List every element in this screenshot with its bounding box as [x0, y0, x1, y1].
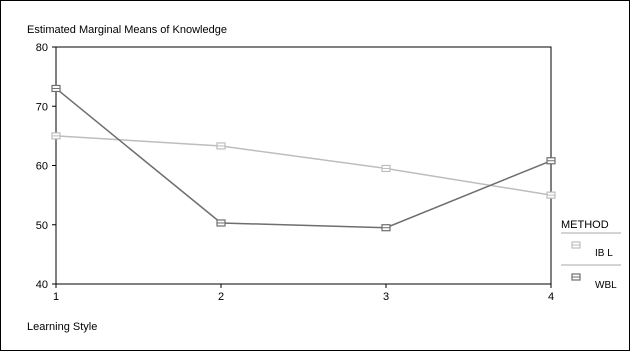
y-tick-label: 50 — [36, 220, 48, 232]
y-tick-label: 70 — [36, 101, 48, 113]
x-tick-label: 2 — [218, 291, 224, 303]
x-axis: 1 2 3 4 — [53, 284, 554, 303]
y-tick-label: 80 — [36, 42, 48, 54]
legend-title: METHOD — [561, 219, 609, 231]
x-tick-label: 1 — [53, 291, 59, 303]
x-tick-label: 4 — [548, 291, 554, 303]
series-line-1 — [55, 135, 552, 196]
chart-title: Estimated Marginal Means of Knowledge — [27, 24, 227, 36]
legend-label: IB L — [595, 248, 613, 259]
legend-label: WBL — [595, 280, 617, 291]
legend: METHOD IB L WBL — [561, 219, 621, 291]
x-tick-label: 3 — [383, 291, 389, 303]
series-line-2 — [55, 87, 552, 229]
y-tick-label: 40 — [36, 279, 48, 291]
plot-area — [55, 46, 552, 285]
x-axis-label: Learning Style — [27, 321, 97, 333]
series-layer — [51, 84, 556, 232]
y-axis: 40 50 60 70 80 — [36, 42, 56, 291]
y-tick-label: 60 — [36, 161, 48, 173]
